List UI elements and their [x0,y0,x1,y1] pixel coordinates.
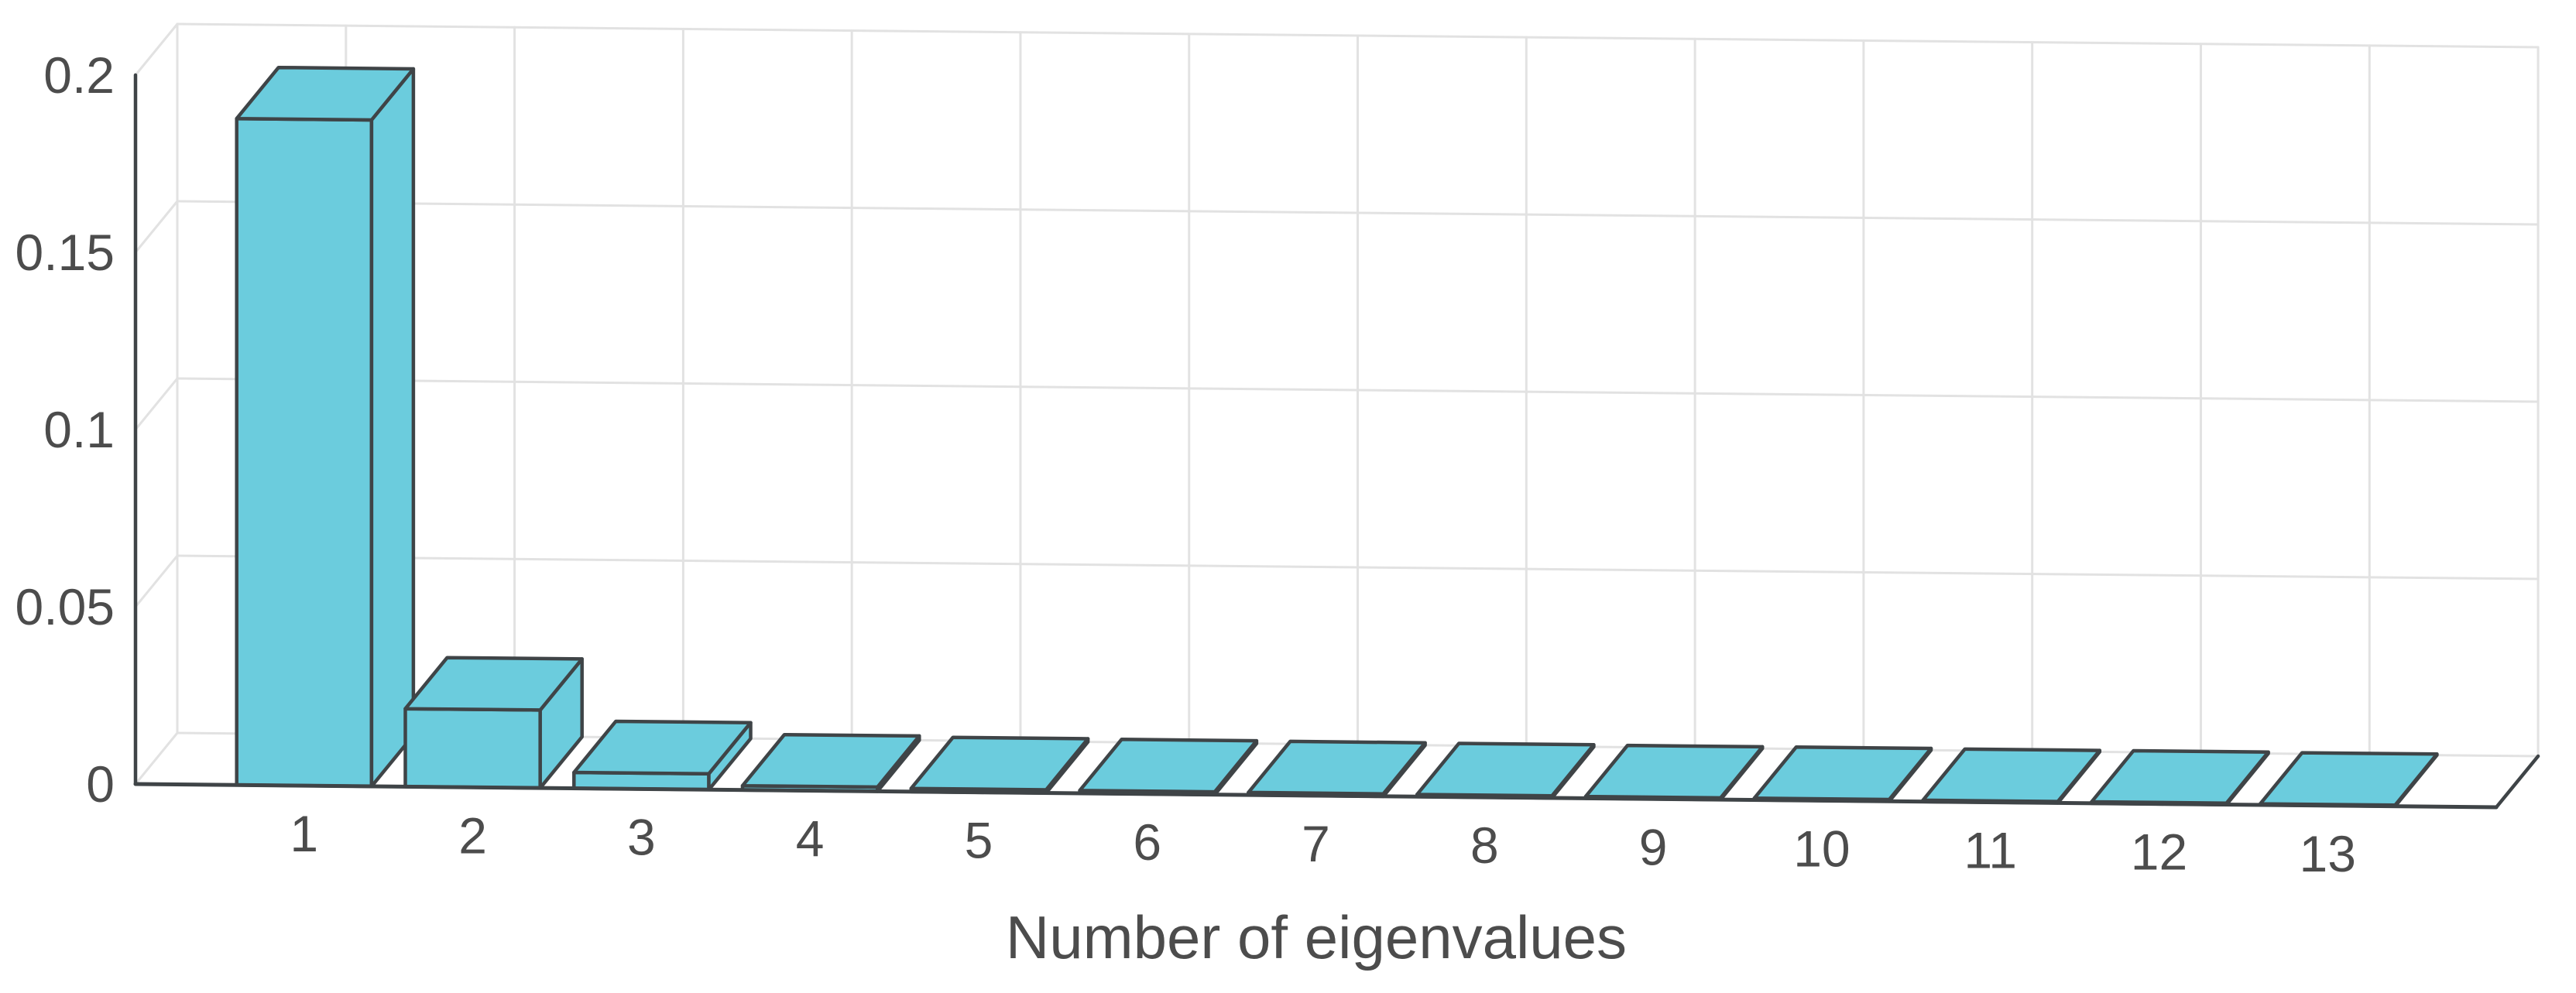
x-tick-label-5: 5 [965,812,993,869]
grid-lines-line [134,731,179,786]
bar-2-top-face [403,656,584,712]
y-tick-label-0.05: 0.05 [15,578,115,635]
bar-5 [909,735,1090,795]
y-tick-label-0.15: 0.15 [15,224,115,281]
bar-11-top-face [1921,747,2102,803]
axis-lines [133,73,2540,810]
axis-lines-line [2494,754,2540,810]
bar-1-front-face [235,116,374,789]
x-tick-label-11: 11 [1964,822,2017,879]
bar-1-side-face [369,67,416,789]
y-tick-label-0: 0 [86,755,115,813]
bar-11 [1921,747,2102,805]
grid-lines-line [134,554,179,608]
x-axis-tick-labels: 1 2 3 4 5 6 7 8 9 10 11 12 13 [290,805,2356,882]
x-tick-label-1: 1 [290,805,318,862]
bars-group [235,65,2439,808]
grid-lines-line [134,200,179,254]
x-tick-label-7: 7 [1302,815,1330,872]
bar-3 [572,719,753,792]
bar-4 [740,732,921,793]
grid-lines-line [134,377,179,431]
x-tick-label-9: 9 [1639,818,1668,875]
bar-12-top-face [2090,748,2270,805]
bar-8 [1415,741,1596,800]
bar-3-top-face [572,719,753,776]
bar-6 [1078,738,1259,796]
x-tick-label-4: 4 [796,810,825,868]
y-axis-tick-labels: 0 0.05 0.1 0.15 0.2 [15,46,115,813]
x-tick-label-3: 3 [627,808,656,865]
bar-13-top-face [2258,751,2439,807]
bar-1-top-face [235,65,416,122]
y-tick-label-0.1: 0.1 [43,401,115,458]
bar-9 [1583,743,1765,802]
bar-7 [1247,739,1427,799]
bar-10 [1752,745,1933,803]
bar-5-top-face [909,735,1090,792]
x-tick-label-13: 13 [2300,825,2356,882]
bar-6-top-face [1078,738,1259,794]
bar-1 [235,65,416,789]
x-tick-label-2: 2 [458,806,487,864]
bar-7-top-face [1247,739,1427,796]
bar-2 [403,656,584,790]
bar-12 [2090,748,2270,806]
x-tick-label-6: 6 [1133,813,1161,871]
bar-4-top-face [740,732,921,789]
grid-lines-line [134,22,179,77]
bar-2-front-face [403,707,542,790]
x-tick-label-10: 10 [1793,820,1850,877]
axis-lines-line [133,782,2499,810]
bar-9-top-face [1583,743,1765,800]
y-tick-label-0.2: 0.2 [43,46,115,104]
x-tick-label-12: 12 [2131,824,2187,881]
x-axis-title: Number of eigenvalues [1006,903,1627,971]
x-tick-label-8: 8 [1470,817,1499,874]
bar-13 [2258,751,2439,808]
bar-8-top-face [1415,741,1596,798]
bar-10-top-face [1752,745,1933,802]
